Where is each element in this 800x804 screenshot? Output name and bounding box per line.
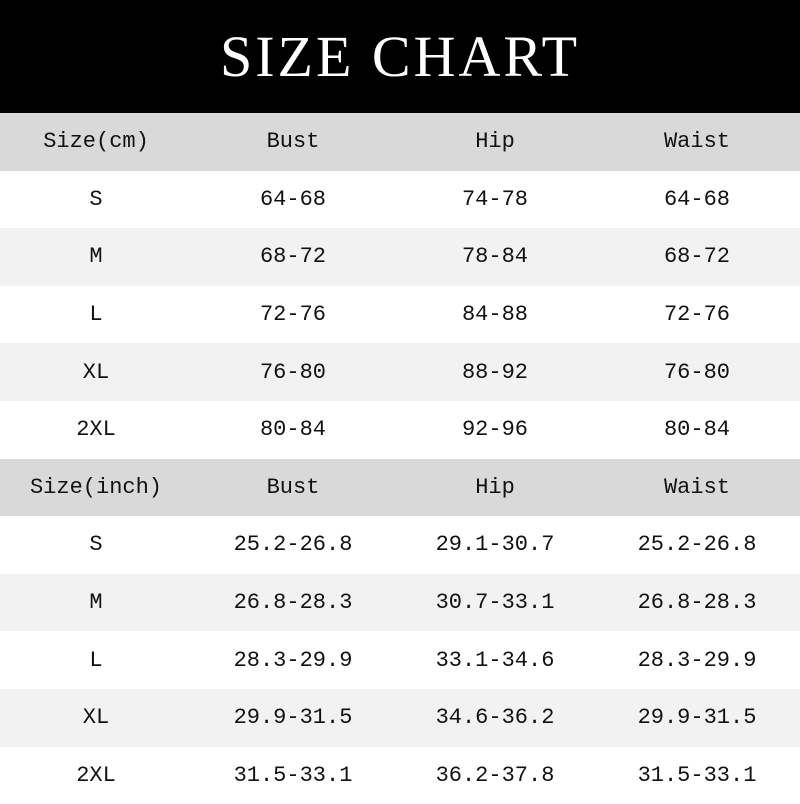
- measurement-cell: 72-76: [259, 302, 326, 328]
- measurement-cell: 78-84: [461, 244, 528, 270]
- column-header: Waist: [663, 129, 730, 155]
- measurement-cell: 31.5-33.1: [637, 762, 757, 788]
- measurement-cell: 34.6-36.2: [435, 705, 555, 731]
- measurement-cell: 25.2-26.8: [233, 532, 353, 558]
- size-label: 2XL: [76, 762, 116, 788]
- title-bar: SIZE CHART: [0, 0, 800, 113]
- table-row: L 28.3-29.9 33.1-34.6 28.3-29.9: [0, 631, 800, 689]
- measurement-cell: 64-68: [663, 186, 730, 212]
- measurement-cell: 31.5-33.1: [233, 762, 353, 788]
- column-header: Size(cm): [43, 129, 149, 155]
- measurement-cell: 36.2-37.8: [435, 762, 555, 788]
- page-title: SIZE CHART: [219, 24, 581, 89]
- table-row: S 64-68 74-78 64-68: [0, 170, 800, 229]
- measurement-cell: 76-80: [259, 359, 326, 385]
- measurement-cell: 33.1-34.6: [435, 647, 555, 673]
- column-header: Hip: [475, 474, 515, 500]
- measurement-cell: 30.7-33.1: [435, 590, 555, 616]
- measurement-cell: 29.1-30.7: [435, 532, 555, 558]
- table-row: L 72-76 84-88 72-76: [0, 285, 800, 344]
- measurement-cell: 28.3-29.9: [637, 647, 757, 673]
- measurement-cell: 26.8-28.3: [233, 590, 353, 616]
- size-label: L: [89, 647, 103, 673]
- measurement-cell: 84-88: [461, 302, 528, 328]
- measurement-cell: 80-84: [259, 417, 326, 443]
- size-label: M: [89, 590, 103, 616]
- measurement-cell: 25.2-26.8: [637, 532, 757, 558]
- table-row: M 68-72 78-84 68-72: [0, 228, 800, 286]
- measurement-cell: 72-76: [663, 302, 730, 328]
- table-row: 2XL 31.5-33.1 36.2-37.8 31.5-33.1: [0, 746, 800, 804]
- measurement-cell: 26.8-28.3: [637, 590, 757, 616]
- size-label: M: [89, 244, 103, 270]
- measurement-cell: 80-84: [663, 417, 730, 443]
- measurement-cell: 68-72: [259, 244, 326, 270]
- size-tables: Size(cm) Bust Hip Waist S 64-68 74-78 64-68 M 68-…: [0, 113, 800, 804]
- measurement-cell: 68-72: [663, 244, 730, 270]
- size-table-inch: Size(inch) Bust Hip Waist S 25.2-26.8 29.1-30.…: [0, 458, 800, 804]
- measurement-cell: 29.9-31.5: [637, 705, 757, 731]
- size-label: S: [89, 532, 103, 558]
- column-header: Waist: [663, 474, 730, 500]
- measurement-cell: 74-78: [461, 186, 528, 212]
- column-header: Bust: [266, 474, 320, 500]
- table-row: M 26.8-28.3 30.7-33.1 26.8-28.3: [0, 573, 800, 632]
- measurement-cell: 28.3-29.9: [233, 647, 353, 673]
- table-row: XL 76-80 88-92 76-80: [0, 343, 800, 401]
- size-label: XL: [82, 705, 110, 731]
- size-label: XL: [82, 359, 110, 385]
- measurement-cell: 64-68: [259, 186, 326, 212]
- table-header-row: Size(cm) Bust Hip Waist: [0, 113, 800, 171]
- table-row: XL 29.9-31.5 34.6-36.2 29.9-31.5: [0, 688, 800, 747]
- table-row: S 25.2-26.8 29.1-30.7 25.2-26.8: [0, 516, 800, 574]
- measurement-cell: 92-96: [461, 417, 528, 443]
- measurement-cell: 29.9-31.5: [233, 705, 353, 731]
- table-row: 2XL 80-84 92-96 80-84: [0, 400, 800, 459]
- column-header: Bust: [266, 129, 320, 155]
- column-header: Size(inch): [29, 474, 163, 500]
- measurement-cell: 76-80: [663, 359, 730, 385]
- size-label: 2XL: [76, 417, 116, 443]
- table-header-row: Size(inch) Bust Hip Waist: [0, 458, 800, 517]
- size-label: L: [89, 302, 103, 328]
- measurement-cell: 88-92: [461, 359, 528, 385]
- column-header: Hip: [475, 129, 515, 155]
- size-table-cm: Size(cm) Bust Hip Waist S 64-68 74-78 64-68 M 68-…: [0, 113, 800, 459]
- size-label: S: [89, 186, 103, 212]
